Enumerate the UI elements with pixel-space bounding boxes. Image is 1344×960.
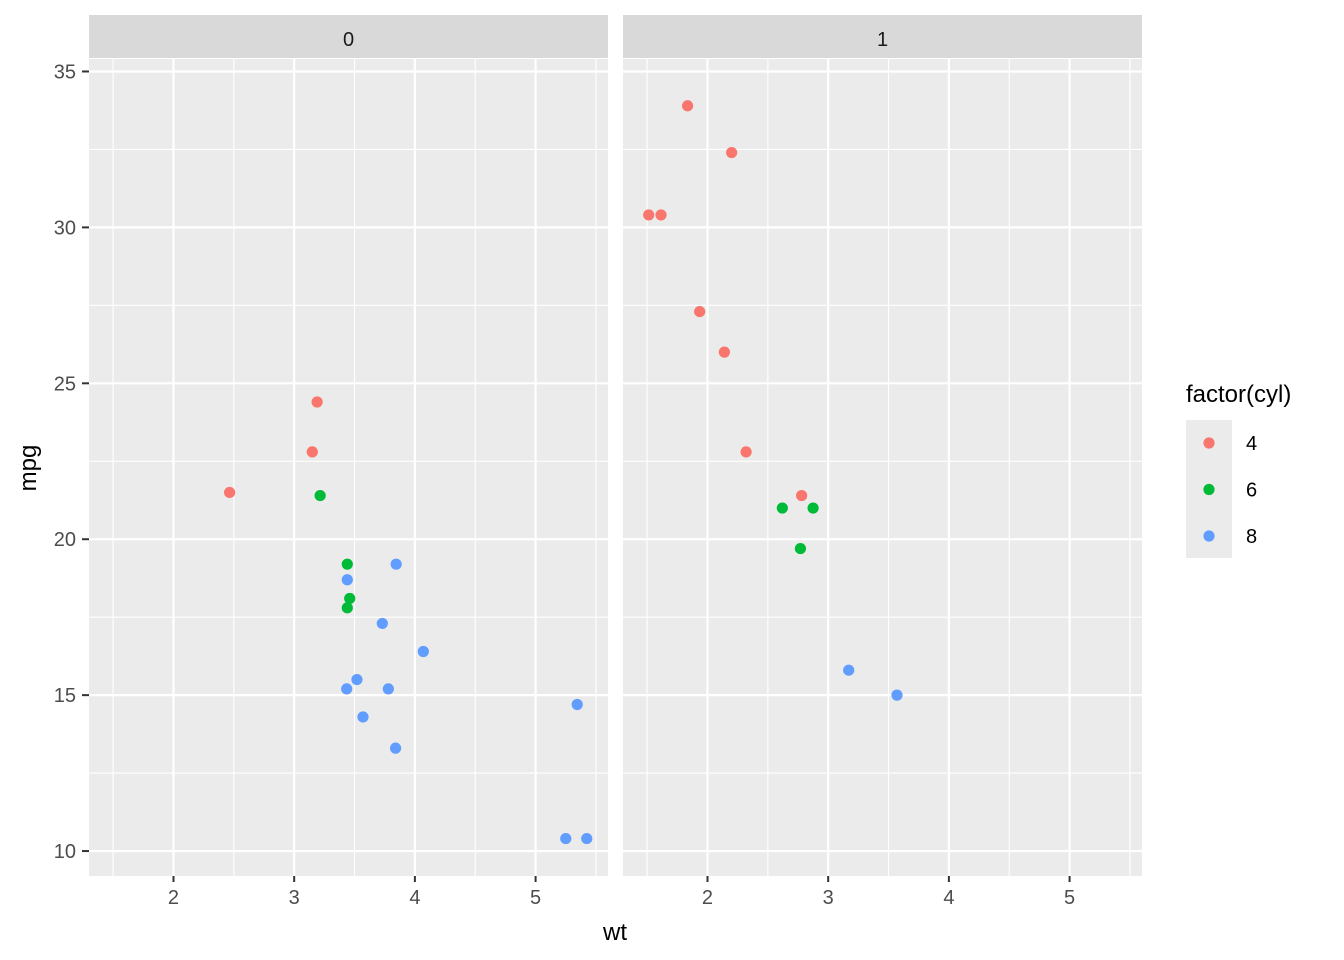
data-point-cyl-8	[357, 711, 369, 723]
y-tick-label: 20	[54, 529, 76, 551]
data-point-cyl-4	[224, 486, 236, 499]
facet-strip	[623, 15, 1142, 58]
data-point-cyl-8	[341, 574, 353, 586]
data-point-cyl-8	[560, 832, 572, 845]
data-point-cyl-4	[681, 100, 694, 112]
legend-label-8: 8	[1246, 526, 1257, 548]
y-tick-label: 30	[54, 217, 76, 239]
y-tick-label: 25	[54, 373, 76, 395]
facet-strip	[89, 15, 608, 58]
legend-key-8	[1203, 530, 1215, 542]
facet-panel-0: 0 2 3 4 5	[89, 15, 608, 909]
y-tick-label: 35	[54, 61, 76, 83]
data-point-cyl-8	[382, 683, 394, 695]
x-tick-label: 5	[530, 887, 541, 909]
data-point-cyl-6	[341, 602, 353, 614]
data-point-cyl-6	[794, 542, 807, 555]
data-point-cyl-4	[718, 346, 730, 358]
x-tick-label: 4	[943, 887, 954, 909]
y-tick-label: 10	[54, 841, 76, 863]
panels-layer: 0 2 3 4 5 1 2 3 4 5	[89, 15, 1142, 909]
legend-title: factor(cyl)	[1186, 381, 1291, 408]
legend-entries: 4 6 8	[1203, 433, 1257, 548]
data-point-cyl-8	[376, 617, 388, 630]
x-tick-label: 3	[289, 887, 300, 909]
legend-label-4: 4	[1246, 433, 1257, 455]
y-tick-label: 15	[54, 685, 76, 707]
data-point-cyl-4	[694, 305, 706, 318]
x-tick-label: 3	[823, 887, 834, 909]
data-point-cyl-4	[726, 146, 738, 159]
data-point-cyl-6	[776, 502, 788, 514]
data-point-cyl-4	[740, 446, 752, 458]
data-point-cyl-8	[581, 832, 593, 845]
legend-key-4	[1203, 437, 1215, 449]
data-point-cyl-4	[311, 396, 323, 408]
data-point-cyl-6	[314, 489, 326, 502]
x-tick-label: 5	[1064, 887, 1075, 909]
data-point-cyl-8	[891, 689, 903, 701]
panel-background	[623, 59, 1142, 876]
data-point-cyl-8	[571, 698, 583, 711]
data-point-cyl-4	[643, 209, 655, 221]
y-axis: 10 15 20 25 30 35	[54, 61, 89, 863]
data-point-cyl-8	[417, 645, 429, 658]
data-point-cyl-8	[389, 742, 402, 754]
x-tick-label: 4	[409, 887, 420, 909]
data-point-cyl-4	[796, 489, 808, 502]
legend-key-6	[1203, 483, 1215, 496]
x-tick-label: 2	[702, 887, 713, 909]
facet-strip-label: 0	[343, 29, 354, 51]
x-axis-title: wt	[602, 919, 627, 946]
data-point-cyl-8	[390, 558, 402, 570]
panel-background	[89, 59, 608, 876]
y-axis-title: mpg	[15, 445, 42, 492]
data-point-cyl-8	[341, 683, 353, 695]
data-point-cyl-8	[843, 664, 855, 676]
legend-label-6: 6	[1246, 480, 1257, 502]
x-tick-label: 2	[168, 887, 179, 909]
facet-strip-label: 1	[877, 29, 888, 51]
facet-panel-1: 1 2 3 4 5	[623, 15, 1142, 909]
data-point-cyl-4	[306, 446, 318, 458]
data-point-cyl-8	[351, 673, 363, 686]
data-point-cyl-6	[341, 558, 353, 570]
data-point-cyl-6	[344, 592, 356, 605]
data-point-cyl-4	[655, 209, 667, 221]
legend: factor(cyl) 4 6 8	[1186, 381, 1291, 558]
data-point-cyl-6	[807, 502, 819, 514]
